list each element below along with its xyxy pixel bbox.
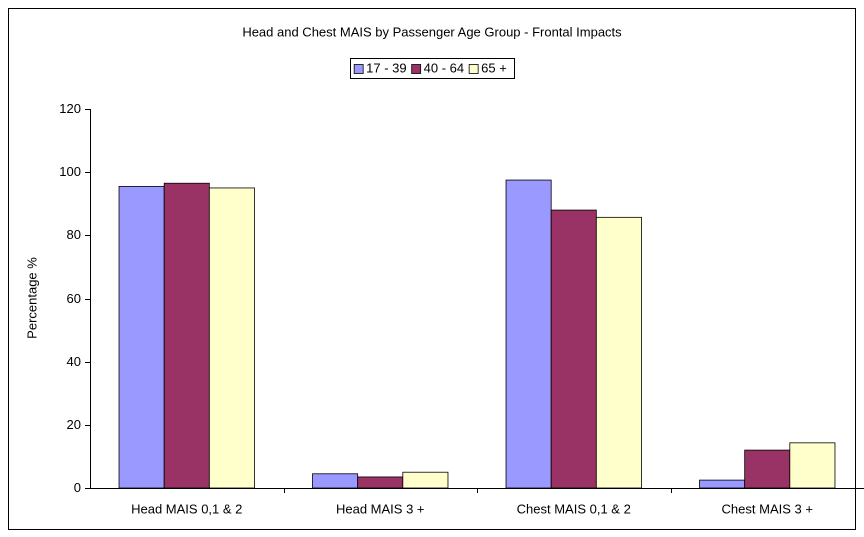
legend-item: 40 - 64 xyxy=(411,60,464,75)
y-tick-label: 80 xyxy=(67,227,81,242)
legend-swatch xyxy=(353,64,364,74)
legend-swatch xyxy=(468,64,479,74)
y-axis-label: Percentage % xyxy=(24,257,39,339)
chart-title: Head and Chest MAIS by Passenger Age Gro… xyxy=(242,24,622,39)
bar xyxy=(744,449,791,489)
bar xyxy=(118,185,165,489)
y-tick-label: 40 xyxy=(67,354,81,369)
y-tick-label: 100 xyxy=(59,164,81,179)
bar xyxy=(402,471,449,489)
y-tick-label: 120 xyxy=(59,101,81,116)
y-tick-label: 0 xyxy=(74,480,81,495)
y-tick-label: 60 xyxy=(67,291,81,306)
legend: 17 - 39 40 - 64 65 + xyxy=(350,58,515,79)
x-tick-label: Chest MAIS 0,1 & 2 xyxy=(517,501,631,516)
bar xyxy=(699,479,746,489)
legend-swatch xyxy=(411,64,422,74)
legend-box xyxy=(350,58,515,79)
bar xyxy=(163,182,210,489)
bar xyxy=(357,476,404,489)
legend-label: 65 + xyxy=(481,60,507,75)
y-tick-label: 20 xyxy=(67,417,81,432)
bar xyxy=(312,473,359,489)
bar xyxy=(789,442,836,489)
legend-item: 65 + xyxy=(468,60,507,75)
legend-item: 17 - 39 xyxy=(353,60,407,75)
bar xyxy=(505,179,552,489)
legend-label: 40 - 64 xyxy=(424,60,464,75)
x-tick-label: Head MAIS 3 + xyxy=(336,501,425,516)
bar xyxy=(595,216,642,489)
bar xyxy=(550,209,597,489)
x-tick-label: Head MAIS 0,1 & 2 xyxy=(131,501,242,516)
legend-label: 17 - 39 xyxy=(366,60,406,75)
bar xyxy=(208,187,255,489)
x-tick-label: Chest MAIS 3 + xyxy=(722,501,813,516)
